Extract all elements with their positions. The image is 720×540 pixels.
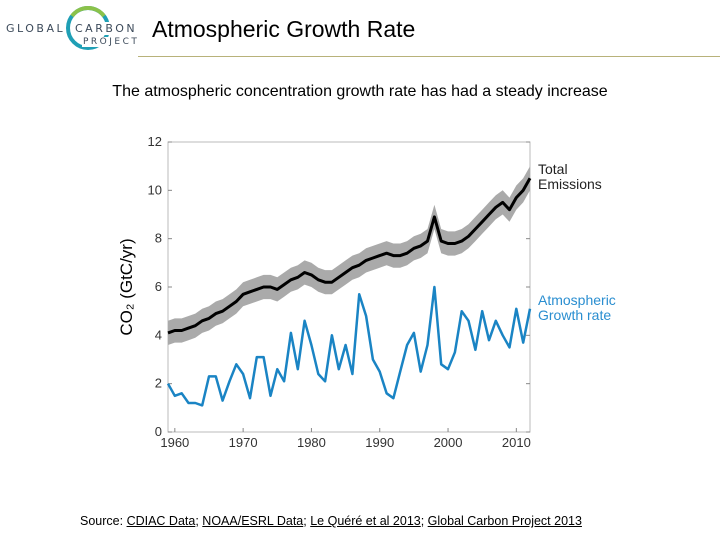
y-tick-label: 8 [155, 231, 162, 246]
source-link-lequere[interactable]: Le Quéré et al 2013 [310, 514, 421, 528]
slide-title: Atmospheric Growth Rate [152, 16, 416, 42]
y-tick-label: 12 [148, 134, 162, 149]
source-separator: ; [195, 514, 203, 528]
plot-frame [167, 141, 531, 433]
series-label-growth-rate: Atmospheric [538, 292, 616, 308]
source-separator: ; [303, 514, 311, 528]
source-link-cdiac[interactable]: CDIAC Data [126, 514, 196, 528]
x-tick-label: 1970 [229, 435, 258, 450]
x-tick-label: 1960 [160, 435, 189, 450]
source-link-gcp[interactable]: Global Carbon Project 2013 [427, 514, 582, 528]
y-tick-label: 0 [155, 424, 162, 439]
series-label-growth-rate: Growth rate [538, 307, 611, 323]
series-label-emissions: Emissions [538, 176, 602, 192]
x-tick-label: 1980 [297, 435, 326, 450]
x-tick-label: 2000 [434, 435, 463, 450]
title-divider [138, 56, 720, 57]
global-carbon-project-logo: GLOBAL CARBON PROJECT [0, 0, 141, 60]
source-link-noaa[interactable]: NOAA/ESRL Data [202, 514, 304, 528]
growth-rate-series-line [166, 285, 532, 407]
y-tick-label: 10 [148, 182, 162, 197]
co2-chart: 0 2 4 6 8 10 12 1960 1970 1980 1990 2000 2010 CO₂ (Gt… [117, 134, 616, 450]
y-tick-label: 2 [155, 376, 162, 391]
slide-subtitle: The atmospheric concentration growth rat… [112, 83, 608, 100]
y-axis-label: CO₂ (GtC/yr) [117, 238, 136, 335]
logo-text-global: GLOBAL [6, 22, 66, 35]
series-label-emissions: Total [538, 161, 568, 177]
y-tick-label: 6 [155, 279, 162, 294]
source-prefix: Source: [80, 514, 127, 528]
y-tick-label: 4 [155, 327, 162, 342]
x-tick-label: 2010 [502, 435, 531, 450]
emissions-uncertainty-band [168, 166, 530, 345]
source-separator: ; [420, 514, 428, 528]
source-line: Source: CDIAC Data; NOAA/ESRL Data; Le Q… [80, 514, 582, 528]
emissions-series-line [167, 177, 532, 335]
x-tick-label: 1990 [365, 435, 394, 450]
logo-text-carbon: CARBON [74, 22, 139, 35]
logo-text-project: PROJECT [82, 37, 141, 47]
